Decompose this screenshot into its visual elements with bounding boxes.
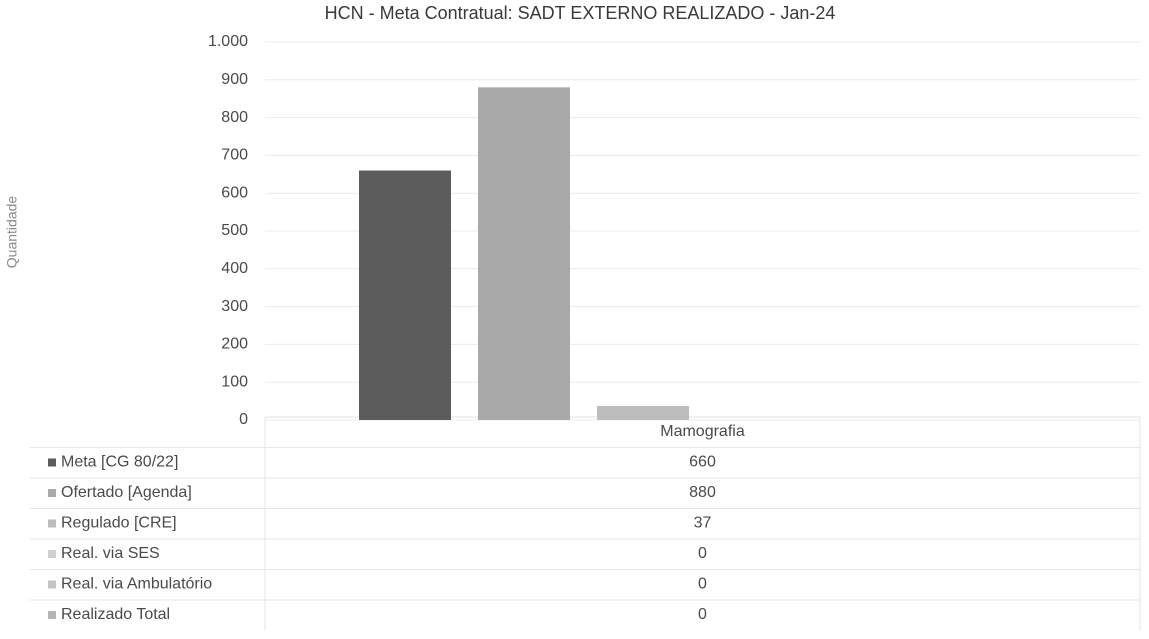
legend-label: Realizado Total	[61, 606, 170, 623]
legend-label: Meta [CG 80/22]	[61, 454, 178, 471]
y-tick-label: 200	[221, 336, 248, 353]
bar	[597, 406, 689, 420]
bar	[478, 87, 570, 421]
y-tick-label: 700	[221, 147, 248, 164]
table-value: 0	[698, 606, 707, 623]
y-tick-label: 600	[221, 184, 248, 201]
legend-key	[48, 458, 56, 467]
legend-label: Real. via SES	[61, 545, 160, 562]
table-value: 37	[694, 515, 712, 532]
y-tick-label: 0	[239, 411, 248, 428]
y-tick-label: 1.000	[208, 33, 248, 50]
y-tick-label: 800	[221, 109, 248, 126]
x-tick-label: Mamografia	[660, 423, 745, 440]
y-tick-label: 300	[221, 298, 248, 315]
y-tick-label: 500	[221, 222, 248, 239]
table-value: 660	[689, 454, 716, 471]
table-value: 0	[698, 545, 707, 562]
legend-key	[48, 550, 56, 558]
legend-key	[48, 611, 56, 619]
legend-label: Regulado [CRE]	[61, 515, 177, 532]
legend-key	[48, 489, 56, 497]
y-axis-title: Quantidade	[4, 196, 20, 269]
legend-key	[48, 580, 56, 589]
table-value: 0	[698, 576, 707, 593]
legend-key	[48, 519, 56, 528]
y-tick-label: 100	[221, 373, 248, 390]
legend-label: Ofertado [Agenda]	[61, 484, 192, 501]
table-value: 880	[689, 484, 716, 501]
chart-title: HCN - Meta Contratual: SADT EXTERNO REAL…	[325, 3, 836, 23]
legend-label: Real. via Ambulatório	[61, 576, 212, 593]
y-tick-label: 400	[221, 260, 248, 277]
bar	[359, 170, 451, 420]
y-tick-label: 900	[221, 71, 248, 88]
